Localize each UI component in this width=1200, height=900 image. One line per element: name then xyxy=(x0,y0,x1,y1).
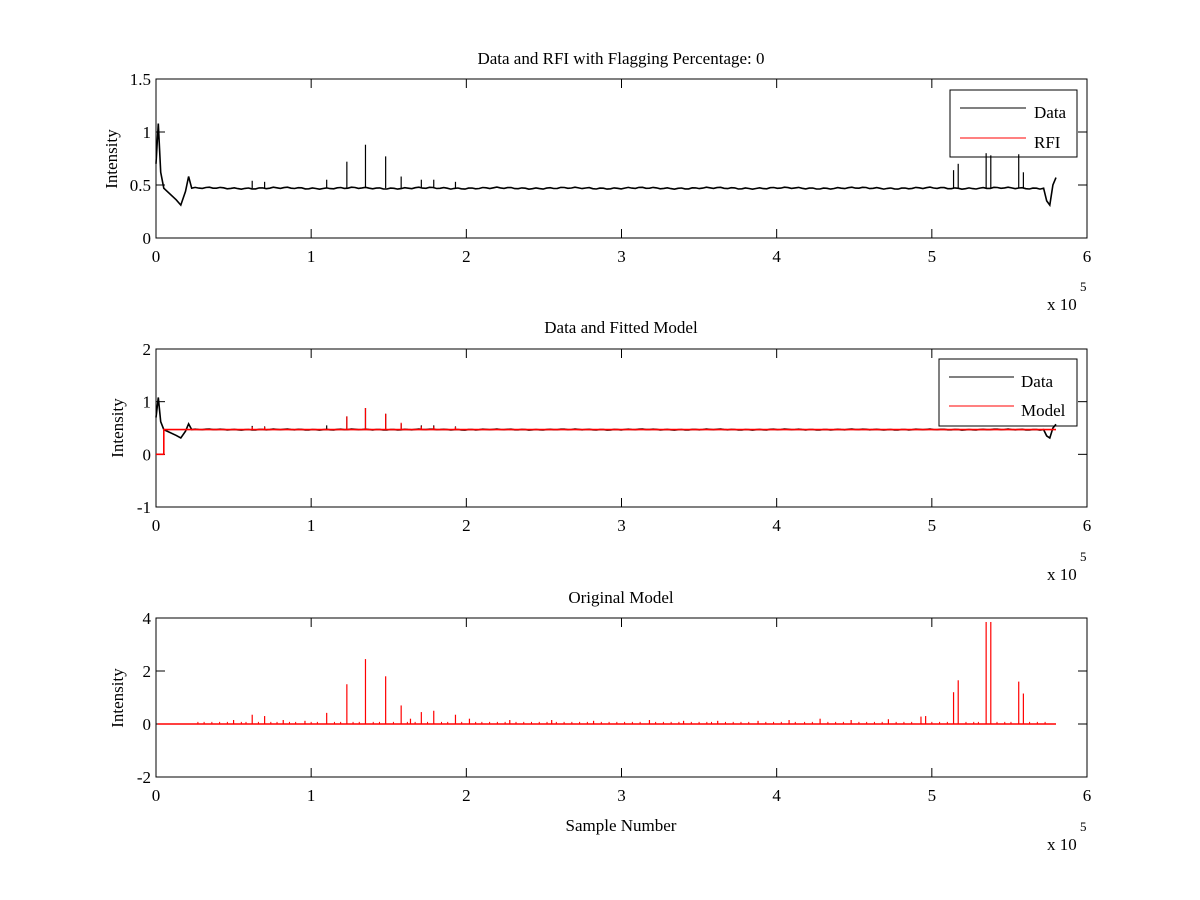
subplot-3-ytick-label: 0 xyxy=(143,715,152,734)
subplot-1-xtick-label: 3 xyxy=(617,247,626,266)
subplot-1-ytick-label: 0.5 xyxy=(130,176,151,195)
subplot-3-ytick-label: -2 xyxy=(137,768,151,787)
subplot-3-xtick-label: 1 xyxy=(307,786,316,805)
subplot-3-ytick-label: 2 xyxy=(143,662,152,681)
subplot-2-title: Data and Fitted Model xyxy=(544,318,698,337)
subplot-3-xlabel: Sample Number xyxy=(566,816,677,835)
subplot-3-xtick-label: 0 xyxy=(152,786,161,805)
subplot-3-xtick-label: 2 xyxy=(462,786,471,805)
subplot-2-ylabel: Intensity xyxy=(108,398,127,458)
subplot-1-ytick-label: 0 xyxy=(143,229,152,248)
legend-2-box xyxy=(938,358,1078,427)
subplot-3-x-exponent-label: x 10 xyxy=(1047,835,1077,854)
subplot-2-ytick-label: 2 xyxy=(143,340,152,359)
legend-1-box xyxy=(949,89,1078,158)
subplot-2-series-model xyxy=(156,407,1056,456)
subplot-3-xtick-label: 3 xyxy=(617,786,626,805)
subplot-2-xtick-label: 4 xyxy=(772,516,781,535)
subplot-1-x-exponent-label: x 10 xyxy=(1047,295,1077,314)
subplot-1-xtick-label: 5 xyxy=(928,247,937,266)
subplot-3-ylabel: Intensity xyxy=(108,668,127,728)
subplot-2-ytick-label: 0 xyxy=(143,445,152,464)
subplot-1-series-data-line xyxy=(155,123,1057,208)
legend-2-label-model: Model xyxy=(1021,401,1066,420)
subplot-3-xtick-label: 5 xyxy=(928,786,937,805)
subplot-3-title: Original Model xyxy=(568,588,674,607)
subplot-2-ytick-label: -1 xyxy=(137,498,151,517)
legend-2-label-data: Data xyxy=(1021,372,1054,391)
subplot-2-x-exponent-label: x 10 xyxy=(1047,565,1077,584)
subplot-1-series-data xyxy=(155,123,1057,208)
subplot-2-xtick-label: 2 xyxy=(462,516,471,535)
subplot-2-series-model-line xyxy=(156,428,1056,456)
subplot-1-xtick-label: 2 xyxy=(462,247,471,266)
subplot-2-ytick-label: 1 xyxy=(143,393,152,412)
subplot-2-xtick-label: 6 xyxy=(1083,516,1092,535)
subplot-2: Data and Fitted Model Intensity x 10 5 xyxy=(108,318,1087,584)
subplot-1-ylabel: Intensity xyxy=(102,129,121,189)
subplot-3: Original Model Intensity Sample Number x… xyxy=(108,588,1087,854)
subplot-2-xtick-label: 0 xyxy=(152,516,161,535)
subplot-2-x-exponent-power: 5 xyxy=(1080,549,1087,564)
subplot-1: Data and RFI with Flagging Percentage: 0… xyxy=(102,49,1087,314)
subplot-1-xtick-label: 6 xyxy=(1083,247,1092,266)
subplot-3-xtick-label: 6 xyxy=(1083,786,1092,805)
subplot-1-ytick-label: 1 xyxy=(143,123,152,142)
subplot-2-xtick-label: 3 xyxy=(617,516,626,535)
subplot-2-xtick-label: 1 xyxy=(307,516,316,535)
subplot-1-xtick-label: 0 xyxy=(152,247,161,266)
subplot-2-xtick-label: 5 xyxy=(928,516,937,535)
legend-2: Data Model xyxy=(938,358,1078,427)
subplot-1-ytick-label: 1.5 xyxy=(130,70,151,89)
subplot-1-plot: 0 1 2 3 4 5 6 0 0.5 1 1.5 xyxy=(130,70,1092,266)
legend-1: Data RFI xyxy=(949,89,1078,158)
subplot-1-title: Data and RFI with Flagging Percentage: 0 xyxy=(477,49,764,68)
subplot-1-x-exponent-power: 5 xyxy=(1080,279,1087,294)
subplot-3-x-exponent-power: 5 xyxy=(1080,819,1087,834)
legend-1-label-data: Data xyxy=(1034,103,1067,122)
subplot-1-xtick-label: 4 xyxy=(772,247,781,266)
subplot-3-series-original-model xyxy=(157,621,1056,725)
subplot-3-xtick-label: 4 xyxy=(772,786,781,805)
legend-1-label-rfi: RFI xyxy=(1034,133,1061,152)
subplot-1-xtick-label: 1 xyxy=(307,247,316,266)
subplot-3-ytick-label: 4 xyxy=(143,609,152,628)
